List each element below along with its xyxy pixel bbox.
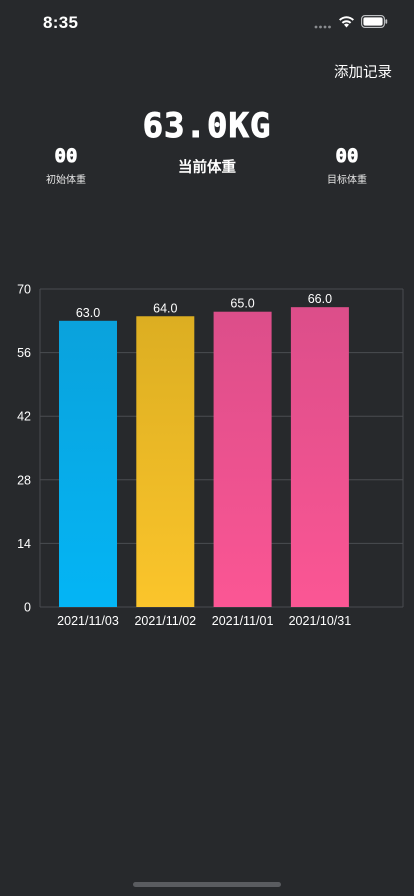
bar [213,311,272,607]
battery-icon [361,15,388,28]
bar-value-label: 65.0 [230,297,254,311]
initial-weight-value: 00 [54,145,78,168]
y-tick-label: 42 [17,410,31,424]
bar-value-label: 66.0 [308,292,332,306]
x-tick-label: 2021/11/01 [212,614,274,628]
y-tick-label: 56 [17,346,31,360]
bar [290,307,349,607]
x-tick-label: 2021/11/02 [134,614,196,628]
x-tick-label: 2021/11/03 [57,614,119,628]
y-tick-label: 0 [24,601,31,615]
status-time: 8:35 [43,13,79,32]
target-weight-label: 目标体重 [327,175,367,186]
target-weight-stat: 00 目标体重 [312,145,382,186]
add-record-button[interactable]: 添加记录 [334,65,392,81]
status-bar: 8:35 [0,0,414,46]
y-tick-label: 14 [17,537,31,551]
bar [59,320,117,607]
y-tick-label: 70 [17,283,31,297]
initial-weight-label: 初始体重 [46,175,86,186]
bar-value-label: 64.0 [153,301,177,315]
weight-bar-chart: 0 14 28 42 56 70 63.0 2021/11/03 64.0 2021/11/02 6… [17,283,404,628]
y-tick-label: 28 [17,473,31,487]
bar [136,316,195,607]
cellular-signal-icon [314,25,331,29]
x-tick-label: 2021/10/31 [289,614,352,628]
home-indicator [133,882,281,887]
current-weight-value: 63.0KG [142,106,272,147]
initial-weight-stat: 00 初始体重 [31,145,101,186]
wifi-icon [339,16,354,28]
bar-value-label: 63.0 [76,306,100,320]
weight-chart: 0 14 28 42 56 70 63.0 2021/11/03 64.0 2021/11/02 6… [0,275,414,635]
current-weight-label: 当前体重 [178,160,236,176]
target-weight-value: 00 [335,145,359,168]
